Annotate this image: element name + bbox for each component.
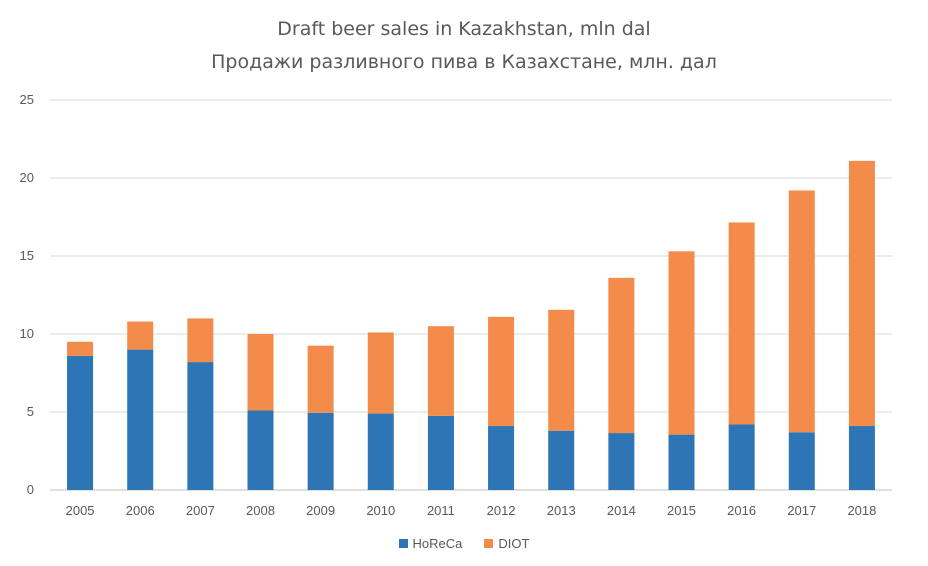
x-tick-label: 2011 bbox=[427, 503, 455, 518]
chart-title: Draft beer sales in Kazakhstan, mln dal bbox=[277, 18, 651, 40]
bar-horeca-2013 bbox=[548, 430, 575, 490]
legend: HoReCa DIOT bbox=[0, 536, 928, 551]
legend-item-diot: DIOT bbox=[484, 536, 529, 551]
x-tick-label: 2015 bbox=[667, 503, 696, 518]
chart-subtitle: Продажи разливного пива в Казахстане, мл… bbox=[211, 51, 717, 73]
bar-horeca-2011 bbox=[427, 415, 454, 490]
x-tick-label: 2005 bbox=[66, 503, 95, 518]
bar-diot-2018 bbox=[848, 160, 875, 427]
bar-diot-2012 bbox=[488, 316, 515, 427]
x-tick-label: 2014 bbox=[607, 503, 636, 518]
y-tick-label: 0 bbox=[27, 482, 34, 497]
bar-diot-2005 bbox=[67, 341, 94, 356]
x-tick-label: 2010 bbox=[366, 503, 395, 518]
bar-horeca-2018 bbox=[848, 426, 875, 490]
bar-horeca-2015 bbox=[668, 434, 695, 490]
bar-horeca-2012 bbox=[488, 426, 515, 490]
bar-horeca-2016 bbox=[728, 424, 755, 490]
x-tick-label: 2009 bbox=[306, 503, 335, 518]
y-tick-label: 10 bbox=[20, 326, 34, 341]
x-tick-label: 2013 bbox=[547, 503, 576, 518]
x-tick-label: 2008 bbox=[246, 503, 275, 518]
bar-diot-2014 bbox=[608, 277, 635, 434]
bar-diot-2007 bbox=[187, 318, 214, 363]
bar-horeca-2005 bbox=[67, 355, 94, 490]
legend-swatch-diot bbox=[484, 539, 494, 548]
legend-item-horeca: HoReCa bbox=[398, 536, 463, 551]
bar-diot-2009 bbox=[307, 345, 334, 413]
y-tick-label: 20 bbox=[20, 170, 34, 185]
y-tick-label: 15 bbox=[20, 248, 34, 263]
bar-diot-2010 bbox=[367, 332, 394, 414]
bar-horeca-2008 bbox=[247, 410, 274, 490]
bar-horeca-2017 bbox=[788, 432, 815, 490]
y-tick-label: 5 bbox=[27, 404, 34, 419]
legend-label-diot: DIOT bbox=[498, 536, 530, 551]
x-tick-label: 2006 bbox=[126, 503, 155, 518]
bar-diot-2006 bbox=[127, 321, 154, 350]
bar-diot-2016 bbox=[728, 222, 755, 425]
legend-swatch-horeca bbox=[398, 539, 408, 548]
bar-diot-2008 bbox=[247, 334, 274, 411]
y-tick-label: 25 bbox=[20, 92, 34, 107]
x-tick-label: 2017 bbox=[787, 503, 816, 518]
x-tick-label: 2007 bbox=[186, 503, 215, 518]
legend-label-horeca: HoReCa bbox=[412, 536, 463, 551]
bar-horeca-2014 bbox=[608, 433, 635, 490]
bar-horeca-2010 bbox=[367, 413, 394, 490]
bar-horeca-2007 bbox=[187, 362, 214, 490]
bar-diot-2017 bbox=[788, 190, 815, 433]
bar-diot-2015 bbox=[668, 251, 695, 435]
bar-diot-2013 bbox=[548, 309, 575, 431]
x-tick-label: 2018 bbox=[847, 503, 876, 518]
x-tick-label: 2012 bbox=[487, 503, 516, 518]
bar-diot-2011 bbox=[427, 326, 454, 416]
bar-horeca-2006 bbox=[127, 349, 154, 490]
x-tick-label: 2016 bbox=[727, 503, 756, 518]
bar-horeca-2009 bbox=[307, 412, 334, 490]
